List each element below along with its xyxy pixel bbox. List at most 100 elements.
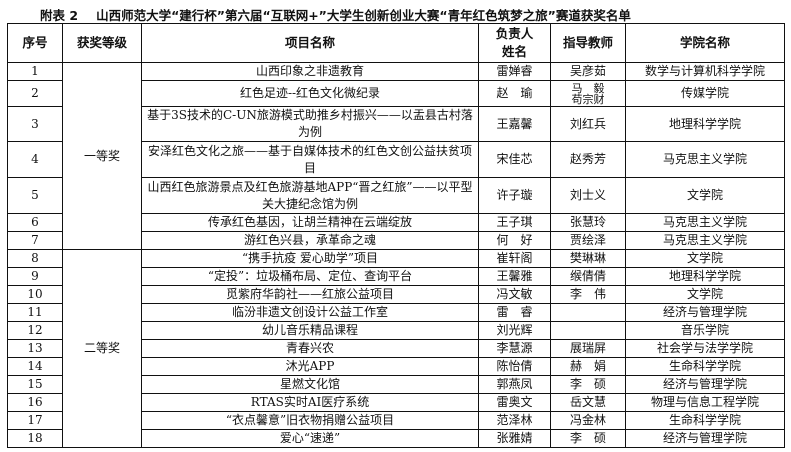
cell-project: 幼儿音乐精品课程 <box>141 321 479 340</box>
header-project: 项目名称 <box>141 23 479 63</box>
header-row: 序号 获奖等级 项目名称 负责人姓名 指导教师 学院名称 <box>7 23 785 63</box>
title-text: 山西师范大学“建行杯”第六届“互联网+”大学生创新创业大赛“青年红色筑梦之旅”赛… <box>96 8 631 23</box>
cell-college: 马克思主义学院 <box>625 141 785 178</box>
cell-project: 山西红色旅游景点及红色旅游基地APP“晋之红旅”——以平型关大捷纪念馆为例 <box>141 177 479 214</box>
cell-no: 8 <box>7 249 63 268</box>
teacher-name: 苟宗财 <box>571 92 605 106</box>
cell-college: 社会学与法学学院 <box>625 339 785 358</box>
cell-leader: 李慧源 <box>478 339 551 358</box>
cell-leader: 张雅婧 <box>478 429 551 448</box>
cell-project: 山西印象之非遗教育 <box>141 62 479 81</box>
table-row: 2 红色足迹--红色文化微纪录赵 瑜马 毅苟宗财 传媒学院 <box>7 80 785 107</box>
table-row: 13 青春兴农 李慧源 展瑞屏 社会学与法学学院 <box>7 339 785 358</box>
cell-teacher: 赫 娟 <box>550 357 626 376</box>
cell-project: 红色足迹--红色文化微纪录 <box>141 80 479 107</box>
cell-teacher <box>550 321 626 340</box>
cell-teacher: 岳文慧 <box>550 393 626 412</box>
table-row: 1 一等奖 山西印象之非遗教育 雷婵睿 吴彦茹 数学与计算机科学学院 <box>7 62 785 250</box>
cell-award-level: 一等奖 <box>62 62 142 250</box>
cell-no: 17 <box>7 411 63 430</box>
cell-college: 文学院 <box>625 249 785 268</box>
cell-no: 1 <box>7 62 63 81</box>
cell-project: “衣点馨意”旧衣物捐赠公益项目 <box>141 411 479 430</box>
cell-college: 文学院 <box>625 177 785 214</box>
cell-leader: 冯文敏 <box>478 285 551 304</box>
cell-college: 生命科学学院 <box>625 411 785 430</box>
cell-teacher: 冯金林 <box>550 411 626 430</box>
table-row: 15 星燃文化馆 郭燕凤李 硕经济与管理学院 <box>7 375 785 394</box>
cell-project: RTAS实时AI医疗系统 <box>141 393 479 412</box>
cell-leader: 宋佳芯 <box>478 141 551 178</box>
cell-college: 地理科学学院 <box>625 267 785 286</box>
cell-no: 15 <box>7 375 63 394</box>
header-no: 序号 <box>7 23 63 63</box>
table-row: 9 “定投”：垃圾桶布局、定位、查询平台 王馨雅 缑倩倩 地理科学学院 <box>7 267 785 286</box>
table-row: 14 沐光APP 陈怡倩赫 娟生命科学学院 <box>7 357 785 376</box>
cell-teacher: 马 毅苟宗财 <box>550 80 626 107</box>
cell-leader: 何 好 <box>478 231 551 250</box>
header-leader: 负责人姓名 <box>478 23 551 63</box>
cell-college: 经济与管理学院 <box>625 429 785 448</box>
cell-teacher: 吴彦茹 <box>550 62 626 81</box>
cell-project: 临汾非遗文创设计公益工作室 <box>141 303 479 322</box>
cell-college: 地理科学学院 <box>625 106 785 142</box>
cell-project: 传承红色基因，让胡兰精神在云端绽放 <box>141 213 479 232</box>
cell-no: 4 <box>7 141 63 178</box>
cell-no: 18 <box>7 429 63 448</box>
cell-teacher: 张慧玲 <box>550 213 626 232</box>
cell-no: 16 <box>7 393 63 412</box>
cell-college: 经济与管理学院 <box>625 375 785 394</box>
cell-college: 经济与管理学院 <box>625 303 785 322</box>
table-row: 4 安泽红色文化之旅——基于自媒体技术的红色文创公益扶贫项目 宋佳芯 赵秀芳 马克思主义… <box>7 141 785 178</box>
table-row: 8 二等奖 “携手抗疫 爱心助学”项目 崔轩阁 樊琳琳 文学院 <box>7 249 785 448</box>
cell-project: 游红色兴县，承革命之魂 <box>141 231 479 250</box>
cell-project: “定投”：垃圾桶布局、定位、查询平台 <box>141 267 479 286</box>
cell-leader: 郭燕凤 <box>478 375 551 394</box>
cell-college: 生命科学学院 <box>625 357 785 376</box>
cell-no: 9 <box>7 267 63 286</box>
cell-project: 星燃文化馆 <box>141 375 479 394</box>
cell-teacher: 展瑞屏 <box>550 339 626 358</box>
cell-no: 13 <box>7 339 63 358</box>
cell-teacher <box>550 303 626 322</box>
cell-leader: 王馨雅 <box>478 267 551 286</box>
cell-teacher: 刘士义 <box>550 177 626 214</box>
cell-college: 马克思主义学院 <box>625 231 785 250</box>
cell-college: 数学与计算机科学学院 <box>625 62 785 81</box>
award-table: 序号 获奖等级 项目名称 负责人姓名 指导教师 学院名称 1 一等奖 山西印象之非遗… <box>7 23 785 448</box>
header-leader-text: 负责人姓名 <box>495 26 534 59</box>
cell-leader: 王嘉馨 <box>478 106 551 142</box>
cell-leader: 赵 瑜 <box>478 80 551 107</box>
cell-teacher: 贾绘泽 <box>550 231 626 250</box>
cell-leader: 陈怡倩 <box>478 357 551 376</box>
cell-teacher: 樊琳琳 <box>550 249 626 268</box>
teacher-name: 马 毅 <box>571 81 605 95</box>
cell-award-level: 二等奖 <box>62 249 142 448</box>
cell-teacher: 李 伟 <box>550 285 626 304</box>
table-row: 7 游红色兴县，承革命之魂何 好贾绘泽 马克思主义学院 <box>7 231 785 250</box>
table-row: 18 爱心“速递” 张雅婧李 硕经济与管理学院 <box>7 429 785 448</box>
header-teacher: 指导教师 <box>550 23 626 63</box>
cell-project: “携手抗疫 爱心助学”项目 <box>141 249 479 268</box>
cell-college: 马克思主义学院 <box>625 213 785 232</box>
cell-college: 文学院 <box>625 285 785 304</box>
cell-leader: 雷奥文 <box>478 393 551 412</box>
cell-project: 青春兴农 <box>141 339 479 358</box>
cell-project: 爱心“速递” <box>141 429 479 448</box>
table-row: 17 “衣点馨意”旧衣物捐赠公益项目 范泽林 冯金林 生命科学学院 <box>7 411 785 430</box>
cell-leader: 王子琪 <box>478 213 551 232</box>
document-title: 附表 2 山西师范大学“建行杯”第六届“互联网+”大学生创新创业大赛“青年红色筑梦… <box>40 5 631 24</box>
cell-leader: 许子璇 <box>478 177 551 214</box>
cell-teacher: 刘红兵 <box>550 106 626 142</box>
table-row: 5 山西红色旅游景点及红色旅游基地APP“晋之红旅”——以平型关大捷纪念馆为例 许子… <box>7 177 785 214</box>
cell-project: 基于3S技术的C-UN旅游模式助推乡村振兴——以盂县古村落为例 <box>141 106 479 142</box>
table-row: 10 觅紫府华韵社——红旅公益项目 冯文敏李 伟文学院 <box>7 285 785 304</box>
table-row: 12 幼儿音乐精品课程 刘光辉 音乐学院 <box>7 321 785 340</box>
appendix-label: 附表 2 <box>40 8 79 23</box>
cell-leader: 雷 睿 <box>478 303 551 322</box>
cell-college: 传媒学院 <box>625 80 785 107</box>
cell-project: 觅紫府华韵社——红旅公益项目 <box>141 285 479 304</box>
cell-project: 安泽红色文化之旅——基于自媒体技术的红色文创公益扶贫项目 <box>141 141 479 178</box>
cell-leader: 范泽林 <box>478 411 551 430</box>
cell-no: 5 <box>7 177 63 214</box>
